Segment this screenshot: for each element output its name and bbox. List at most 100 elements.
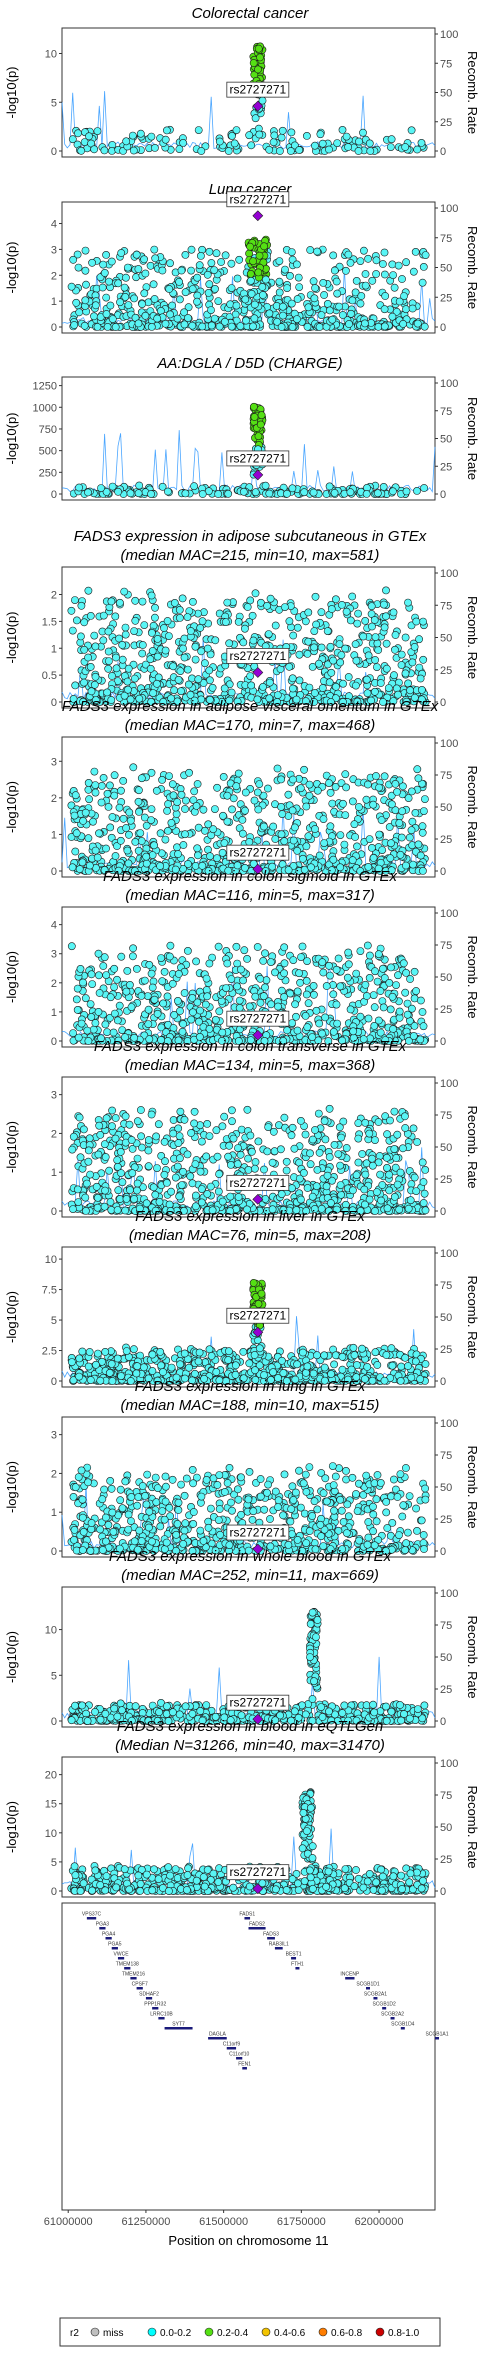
- snp-point: [316, 130, 325, 139]
- snp-point: [376, 1028, 385, 1037]
- y-tick-label: 4: [51, 920, 57, 932]
- panel-title: FADS3 expression in colon transverse in …: [94, 1038, 407, 1055]
- snp-point: [318, 1029, 326, 1038]
- snp-point: [333, 139, 342, 147]
- snp-point: [87, 1013, 96, 1021]
- snp-point: [101, 1020, 110, 1029]
- snp-point: [370, 1003, 379, 1012]
- panel-4: FADS3 expression in adipose visceral ome…: [4, 698, 480, 878]
- snp-point: [138, 597, 147, 606]
- snp-point: [344, 250, 353, 259]
- y-tick-label: 1: [51, 1167, 57, 1179]
- snp-point: [136, 129, 145, 138]
- snp-point: [91, 642, 100, 651]
- y-tick-label: 1000: [33, 402, 57, 414]
- snp-point: [68, 626, 77, 635]
- snp-point: [259, 992, 268, 1001]
- snp-point: [161, 319, 170, 328]
- snp-point: [187, 1015, 196, 1024]
- snp-point: [288, 484, 297, 493]
- snp-point: [232, 126, 241, 135]
- snp-point: [80, 618, 89, 627]
- snp-point: [109, 1028, 118, 1037]
- snp-point: [149, 689, 157, 697]
- snp-point: [221, 618, 230, 626]
- snp-point: [376, 1170, 384, 1179]
- snp-point: [404, 598, 412, 607]
- snp-point: [80, 645, 89, 654]
- snp-point: [295, 650, 304, 659]
- snp-point: [313, 786, 322, 795]
- y-tick-label: 2: [51, 793, 57, 805]
- snp-point: [85, 1134, 94, 1143]
- snp-point: [261, 1195, 270, 1203]
- snp-point: [147, 322, 156, 331]
- snp-point: [180, 1115, 189, 1124]
- snp-point: [298, 854, 307, 863]
- snp-point: [74, 263, 83, 272]
- snp-point: [259, 822, 268, 831]
- snp-point: [208, 683, 217, 692]
- snp-point: [164, 800, 172, 808]
- snp-point: [256, 420, 265, 429]
- snp-point: [168, 780, 177, 789]
- snp-point: [220, 684, 229, 693]
- snp-point: [412, 617, 421, 626]
- snp-point: [362, 992, 371, 1000]
- snp-point: [254, 268, 263, 277]
- snp-point: [94, 949, 103, 958]
- snp-point: [112, 653, 120, 662]
- snp-point: [148, 983, 157, 992]
- snp-point: [116, 836, 125, 845]
- snp-point: [165, 952, 174, 961]
- snp-point: [247, 1147, 256, 1156]
- snp-point: [362, 675, 371, 684]
- snp-point: [333, 1019, 342, 1028]
- snp-point: [105, 277, 113, 286]
- snp-point: [287, 1184, 296, 1193]
- snp-point: [144, 1146, 153, 1155]
- snp-point: [235, 1004, 244, 1012]
- snp-point: [240, 624, 249, 633]
- snp-point: [386, 1005, 395, 1014]
- snp-point: [313, 247, 321, 256]
- snp-point: [280, 603, 289, 611]
- snp-point: [351, 288, 360, 297]
- snp-point: [309, 277, 318, 286]
- snp-point: [302, 977, 311, 985]
- snp-point: [286, 147, 295, 155]
- snp-point: [300, 765, 308, 774]
- snp-point: [132, 965, 141, 973]
- snp-point: [397, 650, 406, 659]
- y2-tick-label: 75: [440, 406, 452, 418]
- snp-point: [265, 489, 274, 498]
- snp-point: [293, 846, 302, 855]
- snp-point: [277, 803, 285, 811]
- snp-point: [75, 1113, 84, 1122]
- snp-point: [267, 1000, 275, 1009]
- snp-point: [278, 810, 287, 818]
- snp-point: [73, 1006, 82, 1014]
- snp-point: [220, 317, 229, 326]
- snp-point: [131, 596, 140, 605]
- snp-point: [325, 1104, 334, 1113]
- snp-point: [184, 303, 193, 312]
- snp-point: [413, 145, 422, 154]
- snp-point: [103, 1028, 111, 1036]
- snp-point: [222, 984, 230, 992]
- panel-subtitle: (median MAC=170, min=7, max=468): [125, 717, 376, 734]
- snp-point: [78, 1347, 87, 1356]
- snp-point: [356, 257, 365, 265]
- snp-point: [99, 636, 108, 645]
- snp-point: [121, 630, 130, 639]
- snp-point: [412, 1187, 421, 1195]
- snp-point: [311, 284, 319, 292]
- snp-label: rs2727271: [229, 1012, 286, 1026]
- snp-point: [205, 247, 214, 256]
- snp-point: [197, 647, 206, 656]
- snp-point: [328, 315, 337, 324]
- snp-point: [67, 942, 76, 951]
- y2-tick-label: 0: [440, 489, 446, 501]
- snp-point: [159, 999, 168, 1008]
- snp-point: [264, 1123, 273, 1131]
